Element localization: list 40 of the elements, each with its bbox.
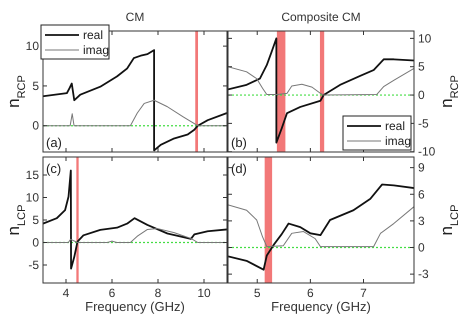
- legend-label: imag: [83, 43, 110, 57]
- y-tick-label: 10: [418, 31, 432, 46]
- x-axis-title: Frequency (GHz): [271, 299, 371, 314]
- y-tick-label: -3: [418, 267, 429, 282]
- line-series: [228, 184, 414, 271]
- legend-label: real: [83, 28, 104, 42]
- annotation: (c): [46, 161, 62, 176]
- x-tick-label: 6: [108, 286, 116, 300]
- line-series: [228, 204, 414, 248]
- y-tick-label: 10: [26, 190, 40, 204]
- y-tick-label: 5: [32, 213, 40, 227]
- y-tick-label: 5: [418, 60, 425, 74]
- legend-label: real: [385, 119, 406, 133]
- y-tick-label: 6: [418, 187, 425, 202]
- y-tick-label: 0: [32, 236, 40, 250]
- y-tick-label: 0: [32, 118, 40, 133]
- annotation: (d): [231, 161, 247, 176]
- x-tick-label: 7: [360, 286, 368, 300]
- y-tick-label: -5: [418, 116, 429, 130]
- x-tick-label: 5: [254, 286, 261, 300]
- chart-title: CM: [126, 10, 144, 24]
- annotation: (b): [231, 135, 247, 150]
- y-tick-label: 10: [26, 39, 40, 54]
- annotation: (a): [46, 135, 62, 150]
- legend-label: imag: [385, 134, 412, 148]
- x-tick-label: 8: [154, 286, 162, 300]
- y-tick-label: 9: [418, 160, 425, 175]
- y-tick-label: -5: [28, 258, 40, 272]
- x-tick-label: 10: [197, 286, 211, 300]
- y-tick-label: -10: [418, 144, 436, 159]
- chart-title: Composite CM: [281, 10, 361, 24]
- x-tick-label: 4: [62, 286, 70, 300]
- y-tick-label: 5: [32, 78, 40, 93]
- x-axis-title: Frequency (GHz): [85, 299, 185, 314]
- y-tick-label: 15: [26, 168, 40, 182]
- x-tick-label: 6: [307, 286, 314, 300]
- line-series: [228, 66, 414, 96]
- y-tick-label: 3: [418, 214, 425, 228]
- y-tick-label: 0: [418, 240, 425, 255]
- y-tick-label: 0: [418, 88, 425, 102]
